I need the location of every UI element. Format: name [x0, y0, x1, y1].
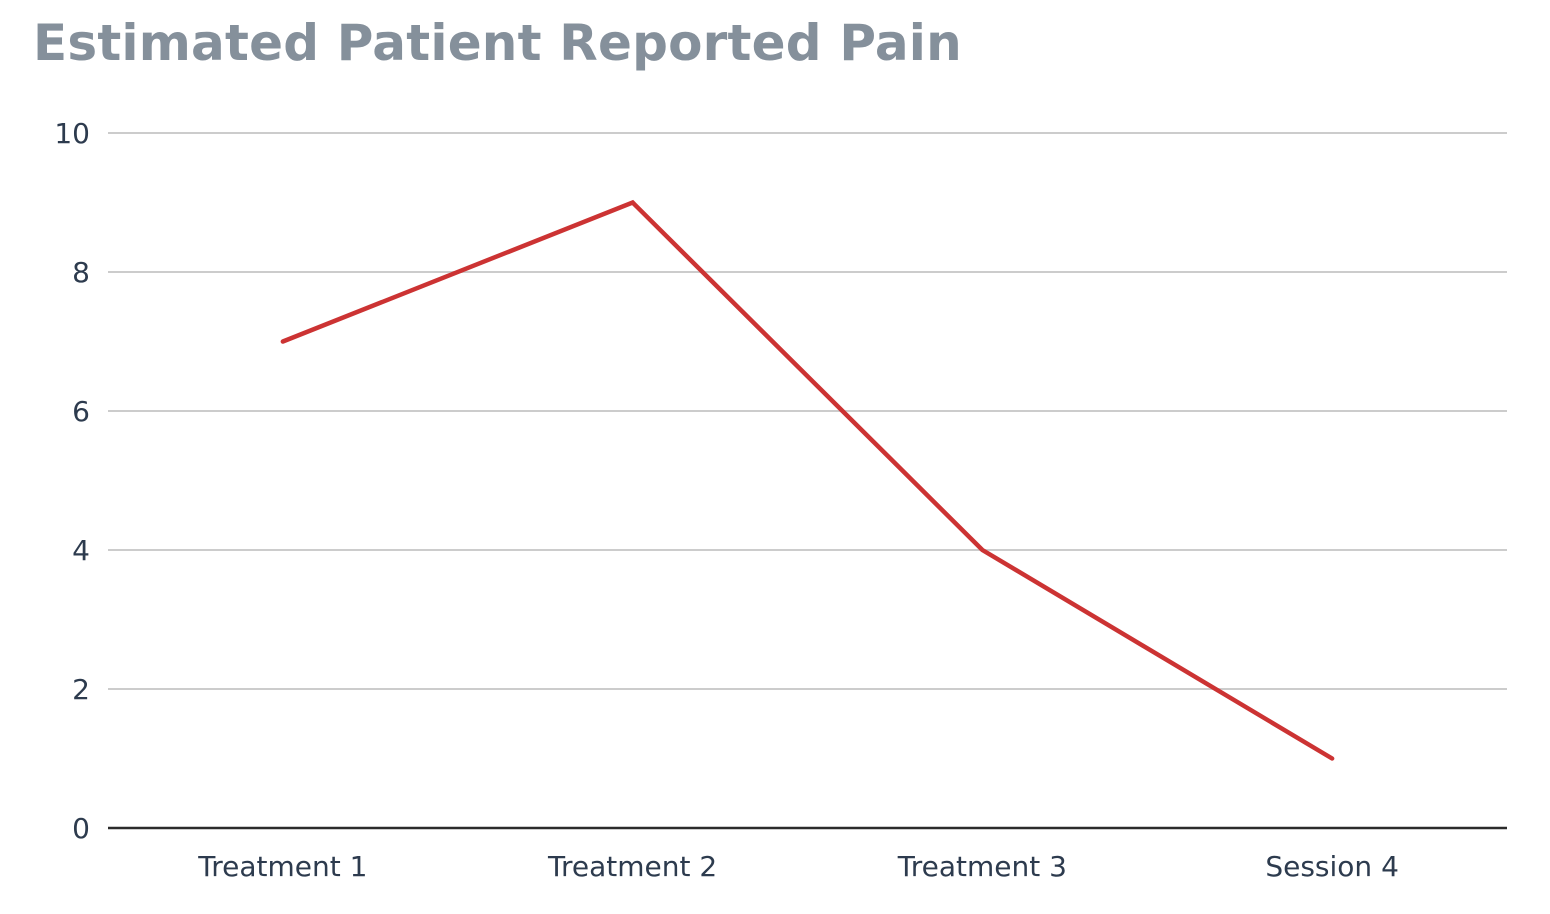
- y-axis-ticks: 0 2 4 6 8 10: [54, 117, 90, 845]
- y-tick-label: 6: [72, 395, 90, 428]
- y-tick-label: 0: [72, 812, 90, 845]
- y-tick-label: 4: [72, 534, 90, 567]
- y-tick-label: 10: [54, 117, 90, 150]
- y-tick-label: 8: [72, 256, 90, 289]
- chart-title: Estimated Patient Reported Pain: [33, 14, 962, 72]
- series-group: [280, 199, 1335, 761]
- x-tick-label: Treatment 1: [197, 850, 367, 883]
- x-tick-label: Treatment 2: [547, 850, 717, 883]
- series-line: [280, 199, 1335, 761]
- y-tick-label: 2: [72, 673, 90, 706]
- x-tick-label: Treatment 3: [897, 850, 1067, 883]
- x-tick-label: Session 4: [1265, 850, 1399, 883]
- gridlines: [108, 132, 1507, 830]
- x-axis-ticks: Treatment 1 Treatment 2 Treatment 3 Session…: [197, 850, 1399, 883]
